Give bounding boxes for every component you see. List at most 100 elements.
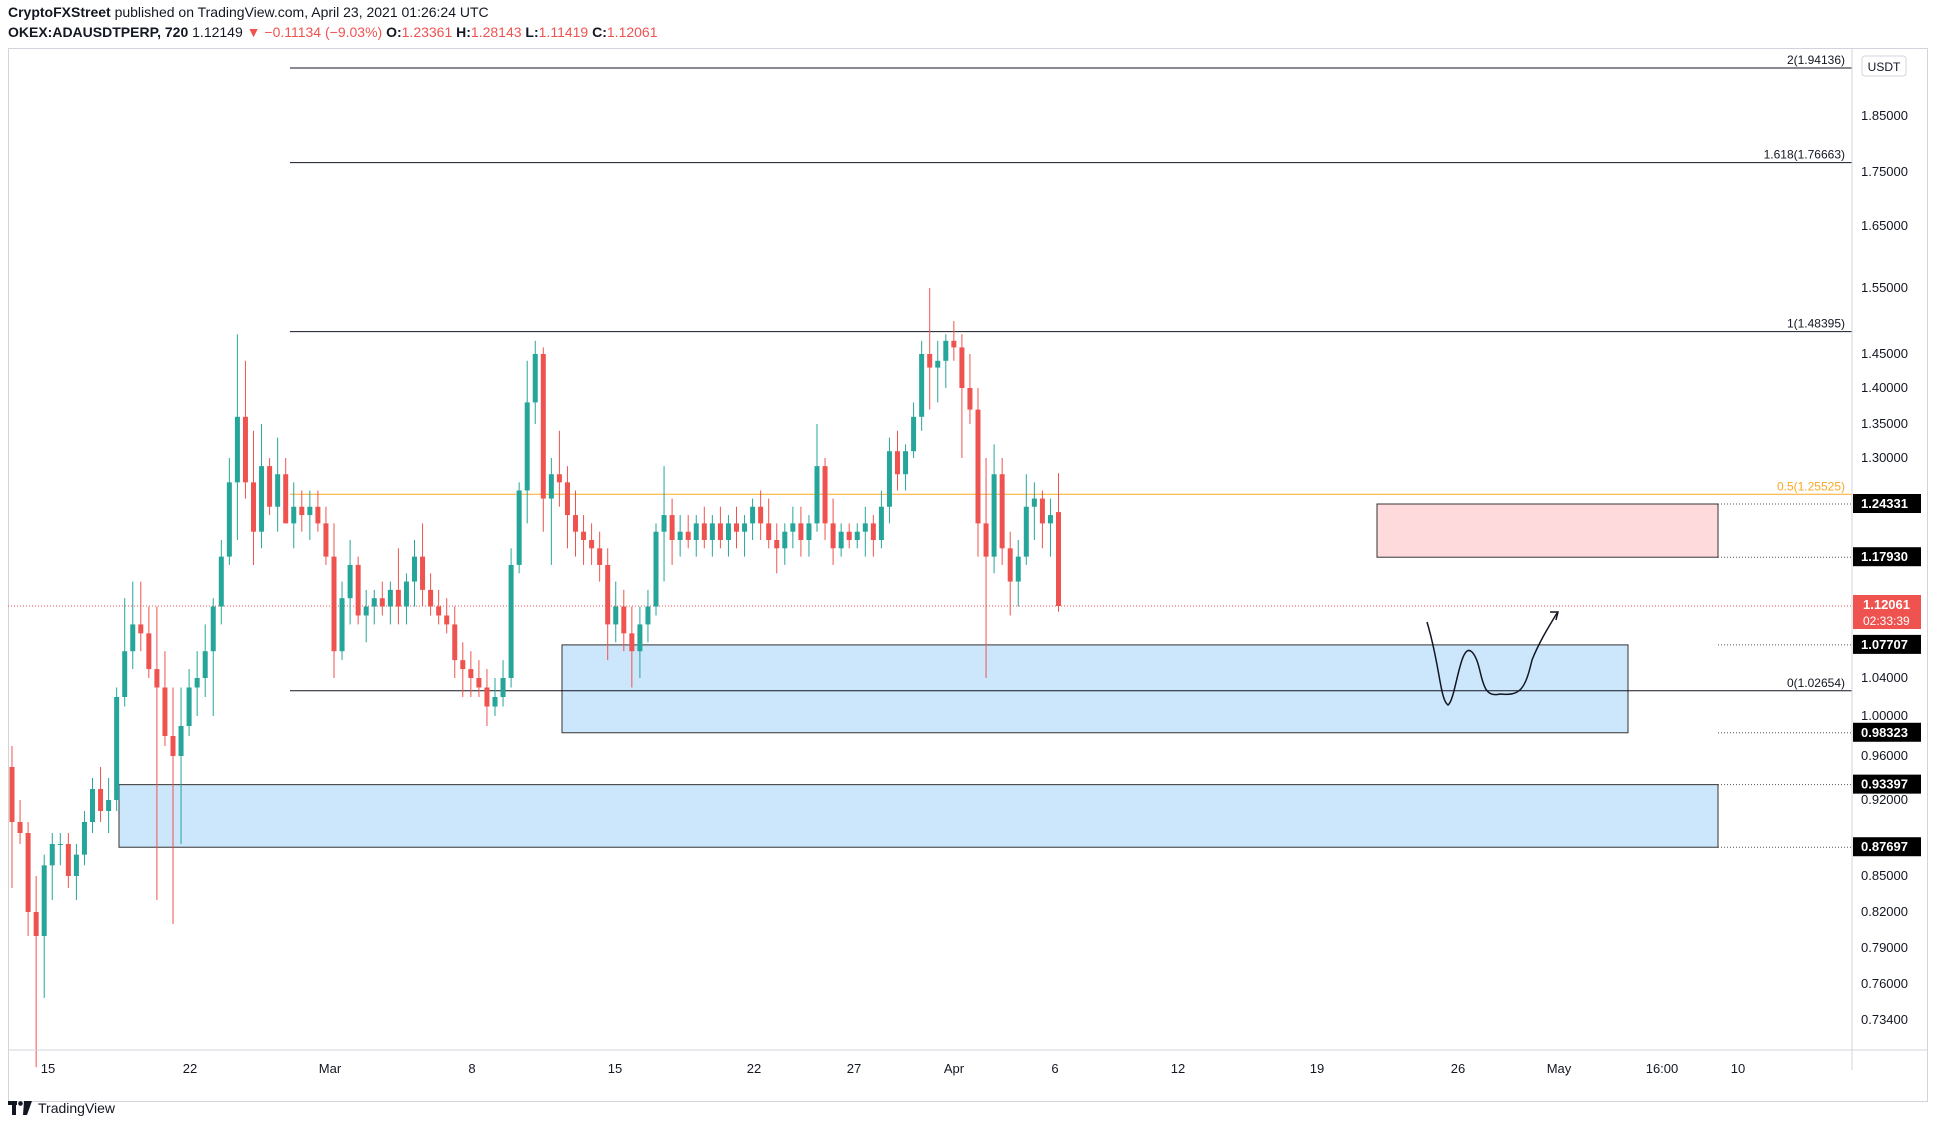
tradingview-footer[interactable]: TradingView (8, 1100, 115, 1116)
high-value: 1.28143 (470, 24, 522, 40)
candle-body (677, 531, 683, 541)
currency-box (1861, 55, 1907, 77)
close-label: C: (592, 24, 607, 40)
candle-body (774, 540, 780, 549)
x-tick-label: Apr (944, 1061, 965, 1076)
y-tick-label: 1.40000 (1861, 380, 1908, 395)
low-label: L: (525, 24, 539, 40)
candle-body (500, 678, 506, 697)
countdown-label: 02:33:39 (1863, 614, 1910, 628)
candle-body (854, 531, 860, 541)
candle-body (548, 474, 554, 499)
candle-body (307, 506, 313, 516)
tradingview-logo-icon (8, 1101, 32, 1115)
candle-body (532, 354, 538, 403)
candle-body (991, 474, 997, 557)
candle-body (605, 564, 611, 625)
symbol-ohlc-line: OKEX:ADAUSDTPERP, 720 1.12149 ▼ −0.11134… (8, 24, 658, 40)
level-tag-label: 1.07707 (1861, 637, 1908, 652)
candle-body (33, 912, 39, 936)
candle-body (81, 822, 87, 855)
level-tag-label: 0.98323 (1861, 725, 1908, 740)
candle-body (242, 416, 248, 483)
symbol-label[interactable]: OKEX:ADAUSDTPERP, 720 (8, 24, 189, 40)
candle-body (114, 697, 120, 800)
candle-body (210, 606, 216, 652)
candle-body (218, 556, 224, 607)
candle-body (259, 466, 265, 532)
x-tick-label: 15 (608, 1061, 622, 1076)
y-tick-label: 1.65000 (1861, 218, 1908, 233)
x-tick-label: 22 (183, 1061, 197, 1076)
candle-body (701, 523, 707, 541)
zone-demand (561, 644, 1629, 734)
candle-body (106, 800, 112, 811)
x-tick-label: Mar (319, 1061, 342, 1076)
candle-body (202, 651, 208, 678)
candle-body (1031, 498, 1037, 507)
candle-body (975, 409, 981, 524)
publisher-name[interactable]: CryptoFXStreet (8, 4, 111, 20)
candle-body (170, 736, 176, 756)
candle-body (339, 598, 345, 652)
candle-body (967, 388, 973, 410)
last-price: 1.12149 (192, 24, 243, 40)
candle-body (846, 531, 852, 541)
x-tick-label: 10 (1731, 1061, 1745, 1076)
high-label: H: (456, 24, 471, 40)
candle-body (725, 523, 731, 541)
candle-body (371, 598, 377, 607)
candle-body (613, 606, 619, 625)
candle-body (750, 506, 756, 524)
candle-body (379, 598, 385, 607)
level-tag-label: 1.17930 (1861, 549, 1908, 564)
price-change: −0.11134 (−9.03%) (264, 24, 383, 40)
candle-body (323, 523, 329, 557)
y-tick-label: 1.45000 (1861, 346, 1908, 361)
fib-label: 0(1.02654) (1787, 676, 1845, 690)
y-tick-label: 1.04000 (1861, 670, 1908, 685)
candle-body (251, 482, 256, 532)
candle-body (347, 564, 353, 599)
level-tag-box (1853, 494, 1921, 513)
chart-frame (8, 48, 1928, 1102)
fib-label: 1.618(1.76663) (1764, 148, 1845, 162)
candle-body (90, 789, 95, 822)
level-tag-box (1853, 722, 1921, 742)
candle-body (758, 506, 764, 524)
level-tag-box (1853, 547, 1921, 567)
tradingview-brand: TradingView (38, 1100, 116, 1116)
candle-body (862, 523, 868, 532)
candle-body (428, 589, 434, 607)
x-tick-label: 6 (1051, 1061, 1058, 1076)
candle-body (436, 606, 442, 616)
candle-body (226, 482, 232, 557)
candle-body (959, 347, 965, 388)
candle-body (943, 340, 949, 361)
candle-body (999, 474, 1005, 549)
candle-body (283, 474, 289, 524)
candle-body (935, 360, 941, 368)
candle-body (57, 844, 63, 845)
y-tick-label: 1.35000 (1861, 416, 1908, 431)
candle-body (1023, 506, 1029, 557)
candle-body (919, 354, 925, 417)
candle-body (822, 466, 828, 524)
candle-body (830, 523, 836, 549)
current-price-label: 1.12061 (1863, 597, 1910, 612)
candle-body (420, 556, 426, 590)
y-tick-label: 1.75000 (1861, 164, 1908, 179)
candle-body (299, 506, 305, 516)
candle-body (49, 844, 55, 866)
candle-body (693, 523, 699, 541)
chart-publisher-line: CryptoFXStreet published on TradingView.… (8, 4, 489, 20)
candle-body (556, 474, 562, 483)
level-tag-label: 0.87697 (1861, 839, 1908, 854)
fib-label: 2(1.94136) (1787, 53, 1845, 67)
candle-body (1056, 512, 1061, 606)
candle-body (597, 548, 603, 565)
candle-body (911, 416, 917, 452)
candle-body (355, 564, 361, 616)
candle-body (524, 402, 530, 491)
